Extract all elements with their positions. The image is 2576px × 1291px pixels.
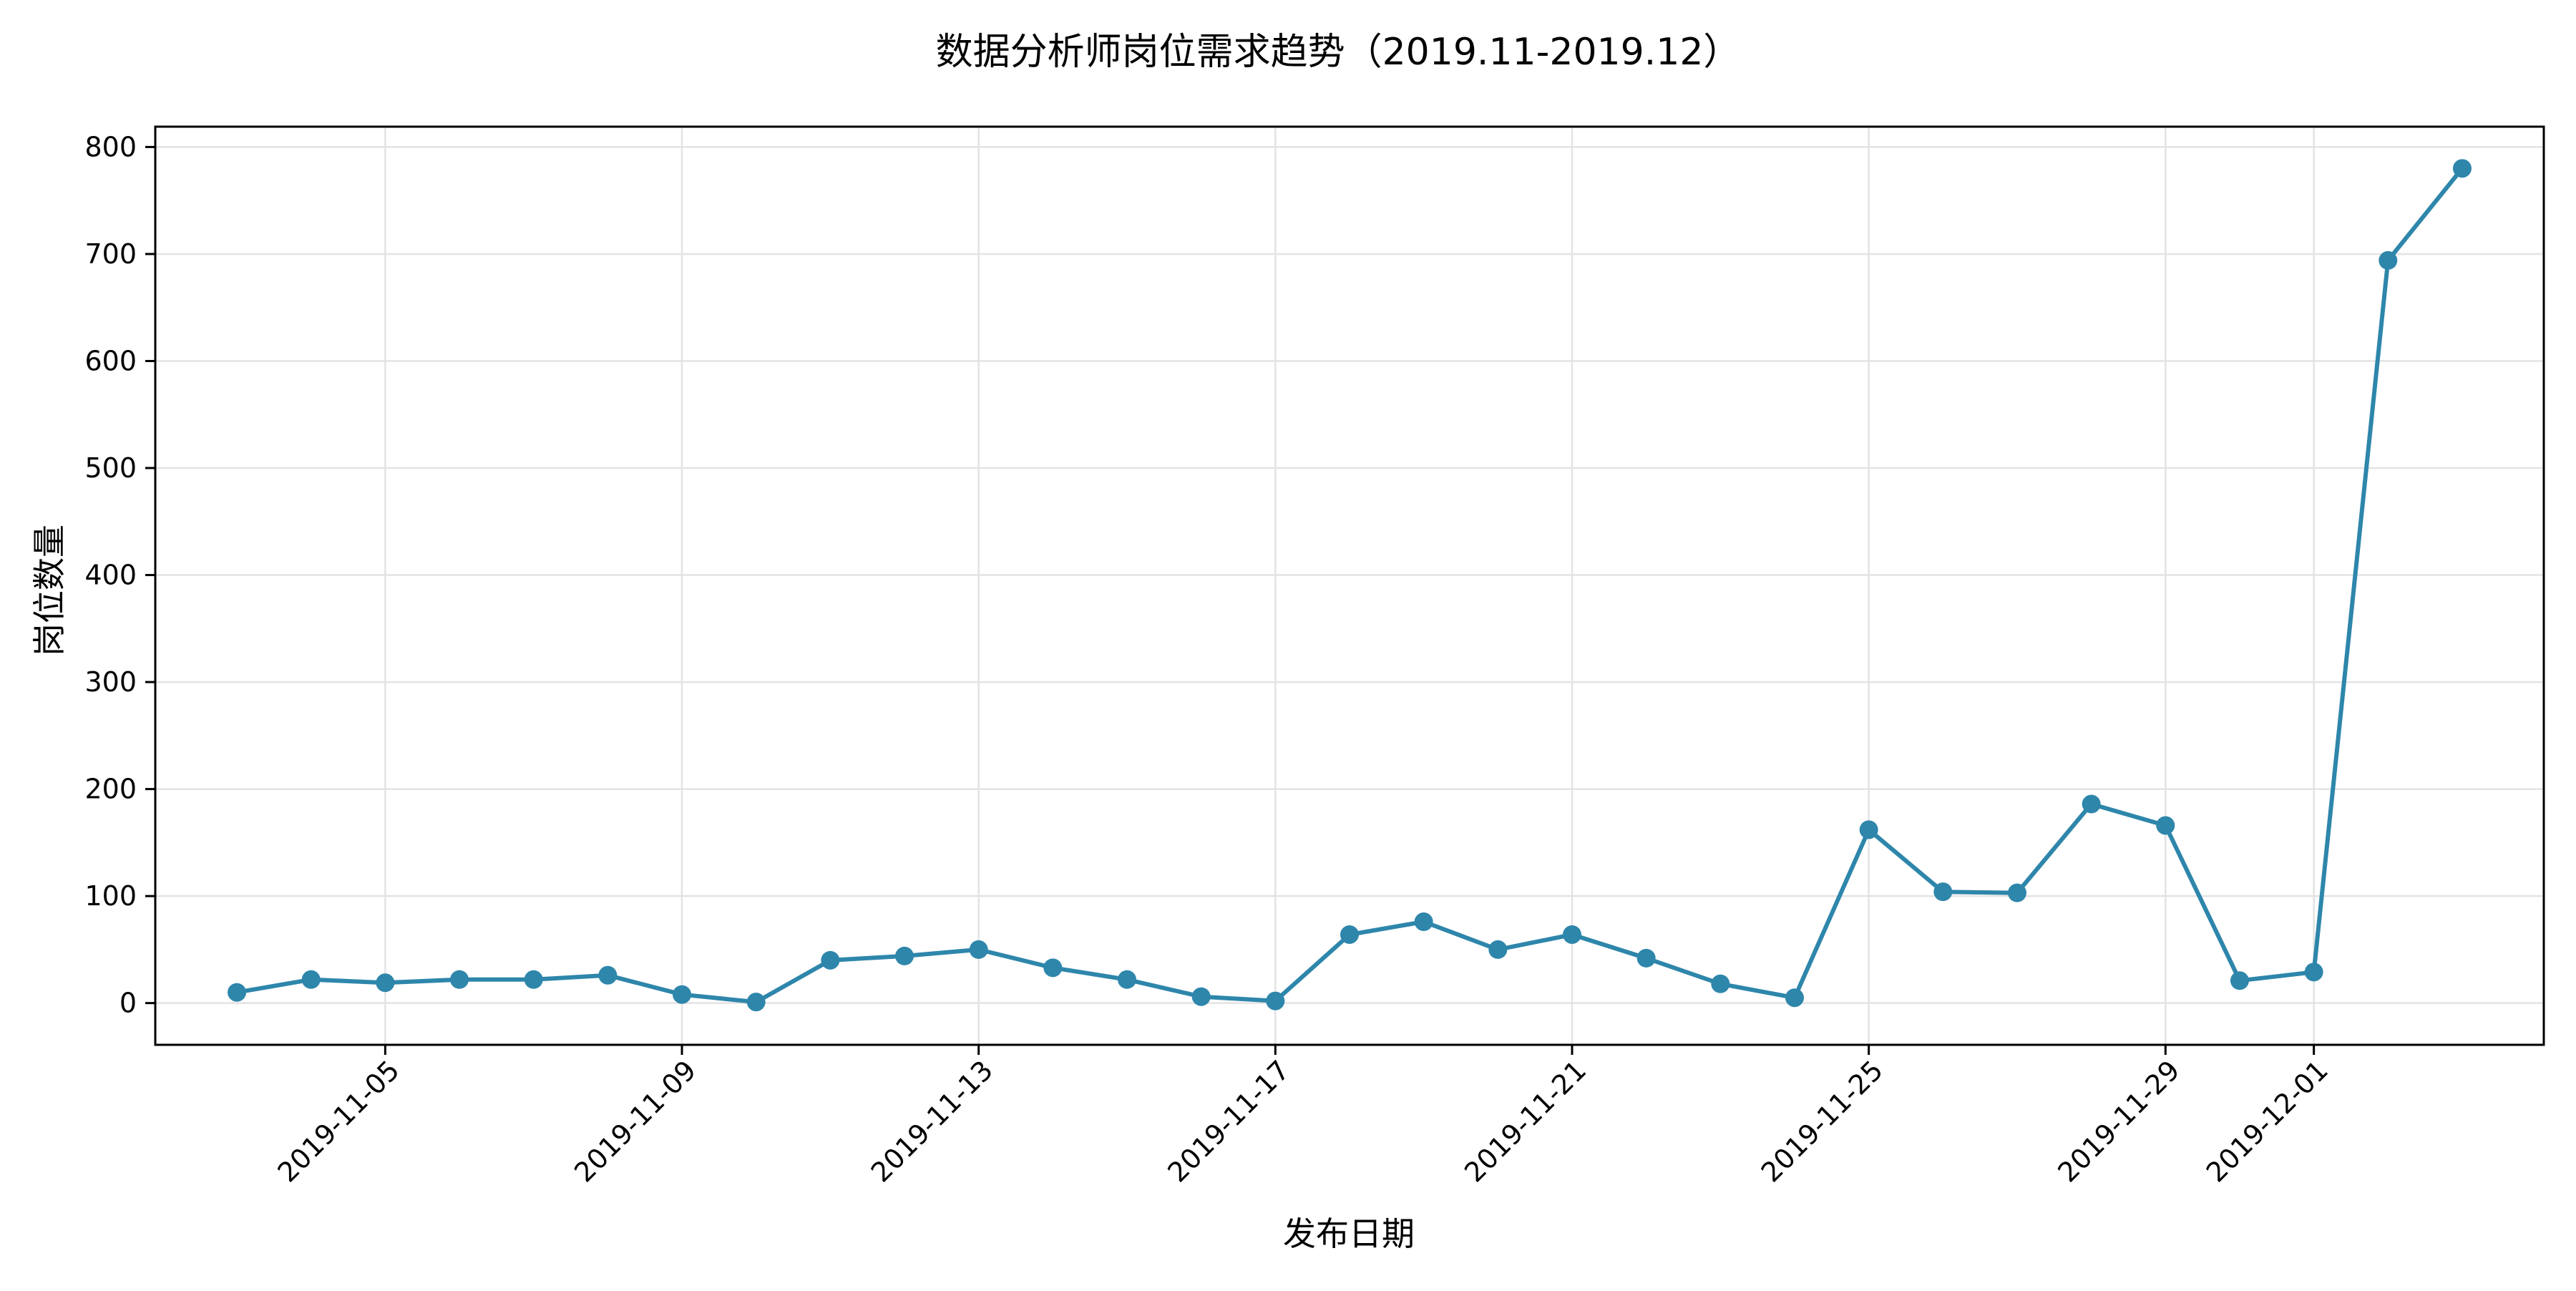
y-tick-label: 600 [84,345,137,376]
y-axis-ticks: 0 100 200 300 400 500 600 700 800 [84,131,155,1019]
data-point [1636,948,1656,968]
data-point [673,985,692,1004]
series-points-layer [228,159,2472,1012]
y-tick-label: 400 [84,560,137,591]
x-axis-title: 发布日期 [1283,1214,1415,1253]
chart-title: 数据分析师岗位需求趋势（2019.11-2019.12） [936,31,1741,74]
y-tick-label: 800 [84,131,137,162]
data-point [895,946,914,965]
data-point [2304,963,2323,982]
data-point [228,983,247,1002]
x-tick-label: 2019-11-13 [865,1054,999,1188]
series-line-layer [235,166,2464,1005]
data-point [1562,925,1581,944]
y-tick-label: 200 [84,774,137,805]
data-point [2007,883,2026,902]
y-tick-label: 700 [84,238,137,270]
data-point [746,993,766,1012]
data-point [376,973,395,993]
x-tick-label: 2019-11-29 [2051,1054,2185,1188]
data-point [2230,971,2249,990]
x-axis-ticks: 2019-11-05 2019-11-09 2019-11-13 2019-11-17… [271,1045,2334,1189]
data-point [1191,987,1211,1006]
data-point [1711,974,1730,993]
plot-frame [154,125,2545,1046]
data-point [1859,820,1878,839]
data-point [2082,794,2101,814]
data-point [1340,925,1359,944]
data-point [524,970,543,989]
data-point [2452,159,2472,178]
data-point [2156,816,2175,835]
x-tick-label: 2019-12-01 [2200,1054,2334,1188]
x-tick-label: 2019-11-17 [1161,1054,1295,1188]
data-point [1785,988,1804,1008]
data-point [1933,882,1953,902]
data-point [821,950,840,970]
x-tick-label: 2019-11-21 [1458,1054,1592,1188]
y-tick-label: 0 [119,988,137,1019]
data-point [1488,940,1508,959]
y-axis-title: 岗位数量 [30,525,69,656]
data-point [301,970,321,989]
data-point [1266,991,1285,1010]
series-line [235,166,2464,1005]
y-tick-label: 300 [84,666,137,698]
x-tick-label: 2019-11-05 [271,1054,405,1188]
grid-lines [155,127,2544,1045]
data-point [1118,970,1137,989]
y-tick-label: 500 [84,452,137,484]
x-tick-label: 2019-11-25 [1755,1054,1889,1188]
data-point [2379,250,2398,270]
data-point [969,940,988,959]
data-point [1414,912,1433,932]
data-point [1043,958,1063,978]
y-tick-label: 100 [84,880,137,912]
data-point [598,965,618,985]
x-tick-label: 2019-11-09 [568,1054,702,1188]
data-point [450,970,469,989]
